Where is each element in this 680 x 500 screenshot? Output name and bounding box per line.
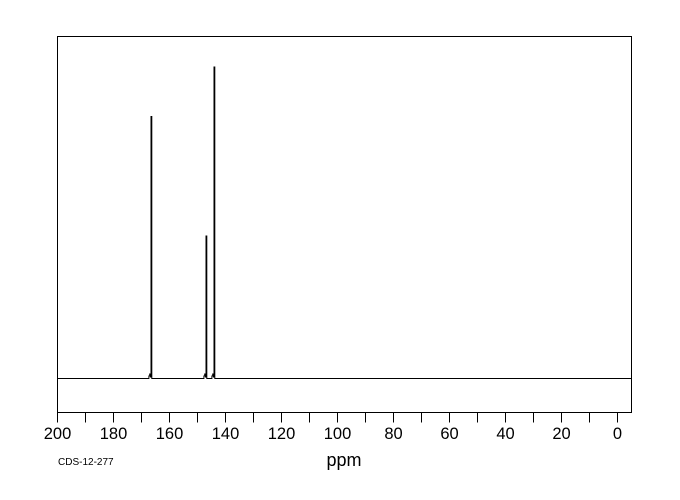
svg-text:ppm: ppm — [326, 450, 361, 470]
svg-text:180: 180 — [100, 425, 128, 443]
svg-text:160: 160 — [156, 425, 184, 443]
svg-text:140: 140 — [212, 425, 240, 443]
svg-text:100: 100 — [324, 425, 352, 443]
svg-text:0: 0 — [613, 425, 622, 443]
svg-text:60: 60 — [440, 425, 458, 443]
svg-text:40: 40 — [496, 425, 514, 443]
svg-text:120: 120 — [268, 425, 296, 443]
svg-text:20: 20 — [552, 425, 570, 443]
svg-text:200: 200 — [44, 425, 72, 443]
svg-text:CDS-12-277: CDS-12-277 — [58, 457, 114, 468]
svg-text:80: 80 — [384, 425, 402, 443]
